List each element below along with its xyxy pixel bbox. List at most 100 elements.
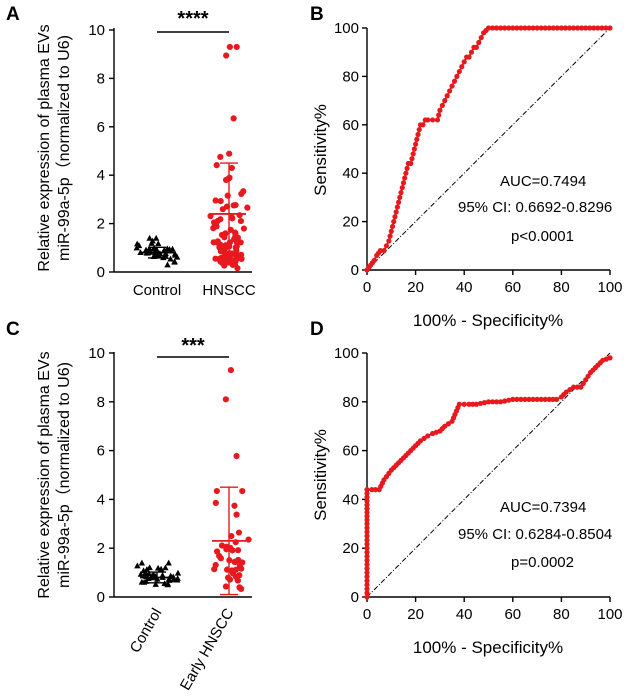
- panel-a-scatter: Relative expression of plasma EVs miR-99…: [36, 8, 256, 299]
- panel-c-point-case: [213, 548, 221, 555]
- panel-d-roc-point: [364, 537, 370, 543]
- panel-d-roc-point: [477, 400, 483, 407]
- panel-b-roc-point: [442, 98, 448, 104]
- panel-a-point-case: [213, 223, 220, 230]
- panel-d-roc-point: [473, 401, 479, 407]
- panel-a-ytick-label: 0: [97, 264, 105, 281]
- panel-b-roc-point: [514, 25, 520, 31]
- panel-b-roc-point: [478, 35, 484, 41]
- panel-c-point-control: [165, 577, 173, 583]
- panel-c-point-case: [212, 561, 219, 569]
- panel-b-ci: 95% CI: 0.6692-0.8296: [458, 199, 612, 216]
- panel-d-ci: 95% CI: 0.6284-0.8504: [458, 526, 612, 543]
- panel-b-xtick-label: 20: [407, 279, 424, 296]
- panel-b-roc-point: [570, 25, 577, 31]
- panel-c-point-case: [224, 574, 232, 581]
- panel-a-point-case: [231, 235, 238, 243]
- panel-a-ytick-label: 4: [97, 167, 105, 184]
- panel-a-point-control: [152, 234, 160, 241]
- panel-d-roc-point: [538, 396, 544, 402]
- panel-c-significance: ***: [181, 335, 205, 357]
- panel-c-point-control: [150, 571, 158, 578]
- panel-b-roc-point: [386, 238, 392, 244]
- panel-d-reference-diagonal: [366, 352, 611, 598]
- panel-a-point-control: [142, 246, 150, 253]
- panel-b-roc-point: [494, 25, 500, 31]
- panel-d-xtick-label: 0: [363, 606, 371, 623]
- panel-c-ylabel-line1: Relative expression of plasma EVs: [36, 351, 53, 598]
- panel-d-xlabel: 100% - Specificity%: [413, 638, 563, 657]
- panel-d-roc-point: [445, 421, 452, 427]
- panel-a-point-case: [216, 244, 223, 251]
- panel-c-point-case: [213, 487, 220, 495]
- panel-c-point-case: [236, 572, 243, 579]
- panel-d-roc-point: [364, 506, 370, 512]
- panel-d-roc-point: [364, 594, 370, 600]
- panel-c-point-control: [165, 559, 172, 566]
- panel-b-roc-point: [566, 25, 573, 31]
- panel-c-xtick-control: Control: [127, 606, 166, 656]
- panel-b-roc-point: [506, 25, 512, 31]
- panel-b-roc-point: [451, 78, 458, 84]
- panel-c-point-control: [143, 566, 151, 572]
- panel-a-xtick-control: Control: [133, 282, 181, 299]
- panel-a-point-case: [217, 153, 224, 161]
- panel-b-roc-point: [473, 44, 479, 50]
- panel-c-point-control: [159, 572, 166, 578]
- panel-c-ylabel-line2: miR-99a-5p（normalized to U6): [55, 362, 73, 588]
- panel-b-roc-point: [393, 209, 399, 215]
- panel-a-point-case: [233, 43, 240, 51]
- panel-b-roc-point: [489, 25, 496, 31]
- panel-d-roc-point: [364, 521, 370, 527]
- panel-a-point-control: [150, 245, 157, 252]
- panel-b-pvalue: p<0.0001: [511, 228, 574, 245]
- panel-b-roc-point: [436, 112, 442, 118]
- panel-b-roc-point: [398, 189, 404, 196]
- panel-b-ytick-label: 40: [342, 165, 359, 182]
- panel-b-roc-point: [530, 25, 536, 31]
- panel-a-point-case: [244, 204, 251, 211]
- panel-b-roc-point: [538, 25, 544, 31]
- panel-b-ylabel: Sensitivity%: [311, 104, 330, 196]
- panel-b-roc-point: [595, 25, 601, 31]
- panel-d-roc-point: [481, 400, 488, 406]
- panel-a-point-case: [232, 230, 239, 237]
- panel-b-roc-point: [587, 25, 593, 31]
- panel-a-point-case: [226, 150, 233, 157]
- panel-b-roc-point: [562, 25, 569, 31]
- panel-a-point-case: [228, 164, 235, 172]
- panel-d-ytick-label: 20: [342, 540, 359, 557]
- panel-a-ylabel-line1: Relative expression of plasma EVs: [36, 24, 53, 271]
- panel-d-roc-point: [364, 553, 370, 559]
- panel-d-ytick-label: 40: [342, 491, 359, 508]
- panel-a-point-case: [212, 255, 219, 262]
- panel-d-ytick-label: 100: [334, 345, 359, 362]
- panel-d-roc-point: [466, 401, 472, 407]
- panel-c-point-control: [137, 570, 145, 577]
- panel-a-point-control: [169, 245, 176, 252]
- panel-c-point-case: [239, 487, 246, 495]
- panel-b-ytick-label: 60: [342, 117, 359, 134]
- panel-b-roc-point: [387, 233, 393, 239]
- panel-d-roc-point: [502, 398, 508, 404]
- panel-a-point-case: [237, 217, 245, 225]
- panel-b-roc-point: [459, 64, 465, 70]
- panel-d-roc-point: [530, 396, 536, 402]
- panel-d-roc-point: [456, 401, 462, 407]
- panel-b-roc-point: [400, 180, 407, 186]
- panel-b-roc-point: [526, 25, 532, 31]
- panel-d-roc-point: [364, 574, 370, 580]
- panel-d-roc-point: [364, 549, 370, 555]
- panel-b-roc-point: [403, 170, 409, 176]
- panel-b-roc-point: [391, 219, 397, 225]
- panel-c-point-case: [228, 532, 235, 540]
- panel-b-roc-point: [444, 93, 450, 99]
- panel-c-point-case: [235, 556, 242, 564]
- panel-b-roc-point: [554, 25, 560, 31]
- panel-d-xtick-label: 100: [597, 606, 622, 623]
- panel-b-roc-point: [414, 136, 420, 142]
- panel-b-roc-point: [383, 243, 390, 249]
- panel-a-point-case: [212, 197, 219, 204]
- panel-d-roc-point: [553, 396, 560, 402]
- panel-a-point-control: [173, 253, 181, 260]
